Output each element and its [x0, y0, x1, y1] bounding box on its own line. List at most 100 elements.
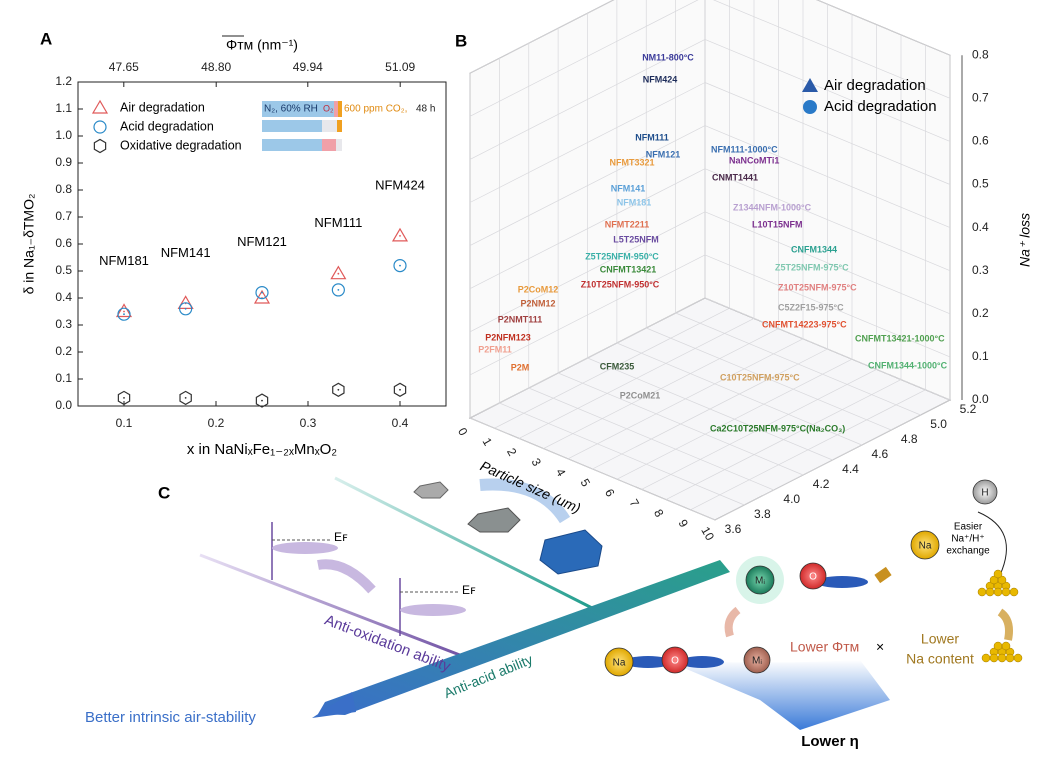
grid-line: [712, 0, 951, 99]
y-axis-label: δ in Na₁₋δTMO₂: [21, 194, 37, 295]
data-point: [393, 259, 407, 273]
acid-line: [334, 476, 601, 614]
grid-line: [704, 297, 951, 401]
main-arrow: [318, 560, 730, 715]
x-tick-label: 6: [602, 486, 618, 499]
data-point: [179, 390, 192, 406]
data-point: [255, 286, 269, 300]
legend-label: Air degradation: [120, 100, 205, 114]
x2-tick-label: 51.09: [385, 60, 415, 74]
sample-label: CNFMT13421: [600, 264, 657, 274]
condition-bar: [262, 120, 322, 132]
y-tick-label: 1.0: [55, 128, 72, 142]
funnel: [665, 660, 890, 730]
condition-bar: [338, 101, 342, 117]
oxidation-line: [199, 553, 479, 664]
y-tick-label: 0.1: [55, 371, 72, 385]
condition-bar: [322, 139, 336, 151]
y-tick-label: 0.4: [55, 290, 72, 304]
condition-bar: [336, 139, 342, 151]
hexagon-particle: [467, 507, 521, 533]
x-tick-label: 2: [504, 446, 520, 459]
sample-label: NFMT2211: [605, 219, 650, 229]
x-tick-label: 3: [528, 456, 544, 469]
point-dot: [261, 291, 263, 294]
point-label: NFM141: [161, 245, 211, 260]
x2-tick-label: 49.94: [293, 60, 323, 74]
data-point: [115, 303, 133, 318]
sample-label: CNFM1344: [791, 244, 837, 254]
condition-bar: [262, 139, 322, 151]
x2-tick-label: 48.80: [201, 60, 231, 74]
sample-label: Z10T25NFM-975°C: [778, 282, 857, 292]
x-tick-label: 0.4: [392, 416, 409, 430]
bond: [624, 656, 672, 668]
data-point: [117, 390, 131, 406]
panel-label: C: [158, 483, 170, 502]
point-dot: [337, 388, 340, 391]
y-tick-label: 4.8: [901, 432, 918, 446]
grid-line: [704, 254, 951, 358]
diagram-text: Lower: [921, 631, 959, 647]
grid-line: [469, 0, 615, 74]
schematic: [199, 476, 1023, 730]
atom: [745, 565, 775, 595]
sample-label: C5Z2F15-975°C: [778, 302, 844, 312]
diagram-text: Na: [919, 541, 932, 552]
legend-marker: [93, 138, 107, 154]
legend-marker: [93, 120, 107, 134]
grid-line: [675, 312, 921, 416]
x-tick-label: 4: [553, 466, 569, 479]
condition-label: N₂, 60% RH: [264, 104, 318, 115]
sample-label: P2CoM21: [620, 390, 661, 400]
sample-label: Ca2C10T25NFM-975°C(Na₂CO₃): [710, 423, 845, 433]
diagram-text: Easier: [954, 522, 983, 533]
condition-label: 600 ppm CO₂,: [344, 104, 407, 115]
condition-bar: [337, 120, 342, 132]
point-dot: [337, 289, 340, 291]
atom: [972, 479, 998, 505]
point-dot: [261, 399, 263, 402]
data-point: [330, 265, 347, 280]
exchange-arrow: [977, 511, 1007, 576]
diagram-text: Na: [613, 658, 626, 669]
grid-line: [587, 357, 833, 461]
panel-label: A: [40, 29, 52, 48]
legend-label: Acid degradation: [824, 98, 937, 115]
x-tick-label: 0.1: [116, 416, 133, 430]
x-tick-label: 0.3: [300, 416, 317, 430]
grid-line: [704, 168, 951, 272]
diagram-text: H: [981, 488, 988, 499]
grid-line: [469, 0, 699, 117]
condition-label: O₂: [323, 103, 334, 113]
bond: [816, 576, 868, 588]
diagram-text: Eꜰ: [334, 530, 348, 544]
grid-line: [704, 211, 951, 315]
z-tick-label: 0.0: [972, 392, 989, 406]
sample-label: P2CoM12: [518, 284, 559, 294]
diagram-text: Better intrinsic air-stability: [85, 709, 256, 726]
atom: [743, 646, 771, 674]
point-dot: [399, 388, 401, 391]
panel-label: B: [455, 31, 467, 50]
condition-label: 48 h: [416, 104, 435, 115]
z-axis-label: Na⁺ loss: [1017, 213, 1033, 267]
broken-link: [874, 566, 892, 584]
y-tick-label: 0.7: [55, 209, 72, 223]
grid-line: [646, 327, 892, 431]
data-point: [393, 382, 407, 397]
data-point: [391, 227, 409, 242]
legend-marker: [802, 78, 818, 92]
sample-label: NFM111-1000°C: [711, 144, 778, 154]
grid-line: [816, 0, 951, 56]
curved-arrow: [479, 478, 571, 524]
y-tick-label: 4.6: [872, 447, 889, 461]
sample-label: Z1344NFM-1000°C: [733, 202, 812, 212]
point-label: NFM424: [375, 177, 425, 192]
point-label: NFM111: [314, 215, 362, 230]
grid-line: [499, 402, 745, 506]
hexagon-particle: [539, 529, 603, 575]
curved-arrow: [724, 606, 741, 638]
condition-bar: [334, 101, 338, 117]
